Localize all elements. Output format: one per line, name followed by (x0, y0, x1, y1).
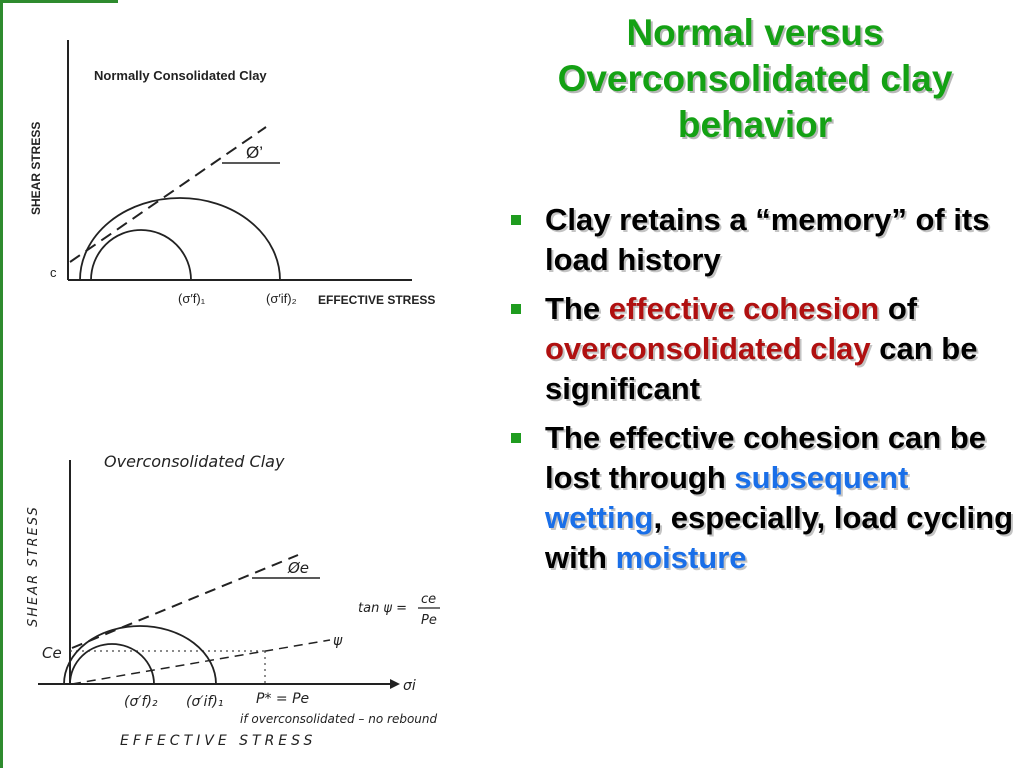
mohr-circle-large (63, 625, 217, 685)
tick-label-1: (σ′f)₁ (178, 291, 206, 306)
highlight-overconsolidated-clay: overconsolidated clay (545, 331, 871, 366)
diagram-title: Overconsolidated Clay (104, 452, 285, 471)
failure-envelope (71, 554, 299, 649)
x-axis-label: EFFECTIVE STRESS (318, 293, 435, 307)
tick-label-2: (σ′if)₂ (266, 291, 297, 306)
slide-title: Normal versus Overconsolidated clay beha… (490, 10, 1020, 148)
highlight-moisture: moisture (615, 540, 747, 575)
bullet-item: The effective cohesion can be lost throu… (505, 418, 1015, 578)
bullet-square-icon (511, 304, 521, 314)
psi-label: ψ (333, 633, 343, 649)
x-axis-symbol: σi (403, 678, 416, 694)
cohesion-intercept-label: c (50, 265, 57, 280)
x-axis-arrowhead (390, 679, 400, 689)
left-accent-bar (0, 0, 3, 768)
highlight-subsequent-wetting: subsequent wetting (545, 460, 909, 535)
normally-consolidated-diagram: Normally Consolidated Clay SHEAR STRESS … (29, 40, 435, 307)
highlight-effective-cohesion: effective cohesion (608, 291, 880, 326)
bullet-text: Clay retains a “memory” of its load hist… (545, 202, 990, 277)
y-axis-label: SHEAR STRESS (26, 505, 41, 627)
title-line-3: behavior (677, 104, 833, 145)
diagram-title: Normally Consolidated Clay (94, 68, 267, 83)
mohr-circle-small (69, 643, 155, 685)
formula-numerator: ce (421, 592, 436, 607)
top-accent-bar (0, 0, 118, 3)
bullet-item: The effective cohesion of overconsolidat… (505, 289, 1015, 409)
rebound-note: if overconsolidated – no rebound (240, 712, 437, 726)
tick-label-1: (σ′f)₂ (124, 694, 158, 710)
friction-angle-label: Ø’ (246, 143, 263, 162)
tick-label-2: (σ′if)₁ (186, 694, 223, 710)
title-line-1: Normal versus (626, 12, 884, 53)
friction-angle-label: Øe (287, 559, 309, 577)
tick-label-3: P* = Pe (256, 691, 309, 707)
cohesion-intercept-label: Ce (42, 644, 62, 662)
bullet-text: can be significant (545, 331, 978, 406)
bullet-square-icon (511, 433, 521, 443)
title-line-2: Overconsolidated clay (557, 58, 953, 99)
mohr-circle-large (79, 197, 281, 281)
bullet-text: of (879, 291, 918, 326)
formula-denominator: Pe (421, 613, 437, 628)
bullet-square-icon (511, 215, 521, 225)
bullet-text: The effective cohesion can be lost throu… (545, 420, 987, 495)
x-axis-label: EFFECTIVE STRESS (120, 733, 316, 749)
failure-envelope (69, 126, 267, 263)
y-axis-label: SHEAR STRESS (29, 122, 43, 215)
bullet-text: , especially, load cycling with (545, 500, 1014, 575)
mohr-circle-small (90, 229, 192, 281)
bullet-item: Clay retains a “memory” of its load hist… (505, 200, 1015, 280)
overconsolidated-diagram: σi Overconsolidated Clay SHEAR STRESS EF… (26, 452, 440, 749)
psi-line (71, 639, 331, 685)
bullet-list: Clay retains a “memory” of its load hist… (505, 200, 1015, 587)
formula-lhs: tan ψ = (358, 601, 407, 616)
bullet-text: The (545, 291, 609, 326)
